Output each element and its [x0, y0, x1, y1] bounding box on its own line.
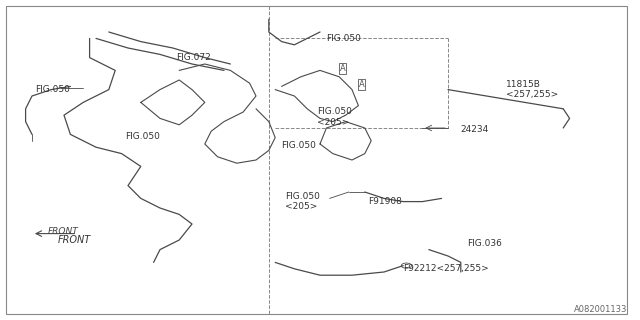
Text: FIG.050: FIG.050 [125, 132, 159, 140]
Text: A082001133: A082001133 [574, 305, 627, 314]
Text: FIG.036: FIG.036 [467, 239, 502, 248]
Text: FRONT: FRONT [58, 235, 91, 245]
Text: FIG.072: FIG.072 [176, 53, 211, 62]
Text: FIG.050: FIG.050 [35, 85, 70, 94]
Text: A: A [340, 64, 345, 73]
Text: FIG.050: FIG.050 [282, 141, 316, 150]
Text: A: A [359, 80, 364, 89]
Text: FRONT: FRONT [48, 228, 79, 236]
Text: FIG.050: FIG.050 [326, 34, 361, 43]
Text: 11815B
<257,255>: 11815B <257,255> [506, 80, 558, 99]
Text: 24234: 24234 [461, 125, 489, 134]
Text: F91908: F91908 [368, 197, 402, 206]
Text: FIG.050
<205>: FIG.050 <205> [285, 192, 319, 211]
Text: F92212<257,255>: F92212<257,255> [403, 264, 489, 273]
Text: FIG.050
<205>: FIG.050 <205> [317, 107, 351, 126]
